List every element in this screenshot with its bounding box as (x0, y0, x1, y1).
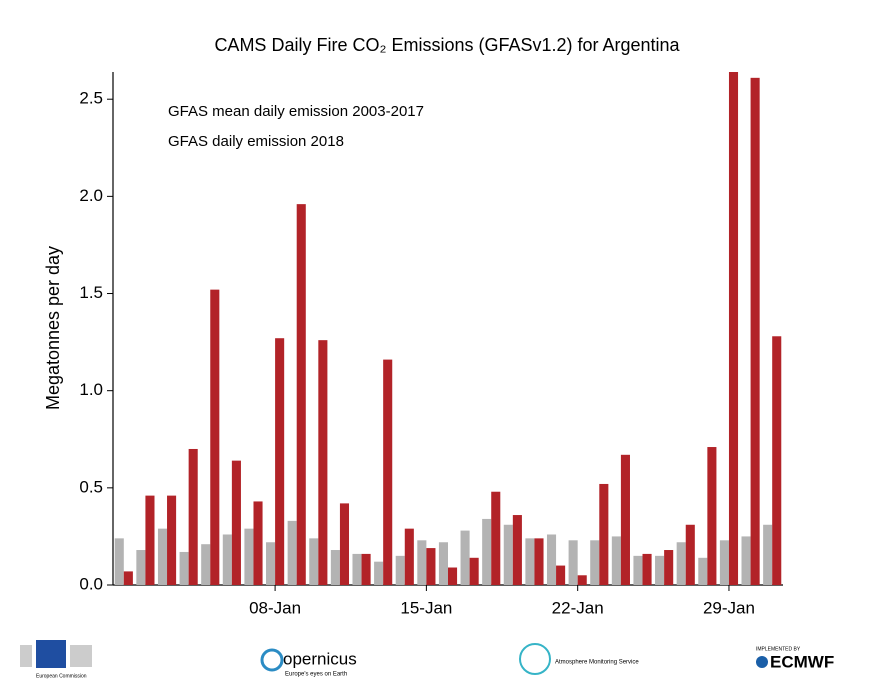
cams-icon (519, 643, 551, 675)
bar (719, 540, 729, 585)
y-tick-label: 1.0 (79, 380, 103, 399)
legend-label: GFAS daily emission 2018 (168, 133, 344, 150)
bar (253, 501, 263, 585)
bar (491, 491, 501, 585)
logo-ecmwf: IMPLEMENTED BY ECMWF (756, 646, 834, 671)
bar (611, 536, 621, 585)
eu-text: European Commission (36, 673, 87, 679)
bar (546, 534, 557, 585)
logo-copernicus: opernicus Europe's eyes on Earth (260, 648, 357, 678)
eu-building (70, 645, 92, 667)
x-tick-label: 22-Jan (552, 598, 604, 617)
copernicus-c (260, 648, 284, 672)
bar (698, 557, 708, 585)
bar (633, 555, 643, 585)
bar (114, 538, 124, 585)
bar (664, 550, 674, 585)
bar (179, 551, 189, 585)
y-tick-label: 0.0 (79, 574, 103, 593)
bar (275, 338, 285, 585)
bar (469, 557, 479, 585)
bar (599, 483, 609, 585)
bar (556, 565, 566, 585)
x-tick-label: 15-Jan (400, 598, 452, 617)
logo-eu: European Commission (20, 640, 92, 679)
bar (707, 447, 717, 585)
bar (482, 518, 492, 585)
bar (231, 460, 241, 585)
bar (590, 540, 600, 585)
bar (512, 515, 522, 585)
bar (676, 542, 686, 585)
ecmwf-icon (756, 656, 768, 668)
bar (448, 567, 458, 585)
bar (741, 536, 751, 585)
bar (266, 542, 276, 585)
cams-text: Atmosphere Monitoring Service (555, 660, 639, 666)
bar (534, 538, 544, 585)
logo-cams: Atmosphere Monitoring Service (519, 643, 639, 675)
bar (750, 77, 760, 586)
legend-label: GFAS mean daily emission 2003-2017 (168, 103, 424, 120)
bar (145, 495, 155, 585)
y-tick-label: 2.0 (79, 186, 103, 205)
bar (438, 542, 448, 585)
bar (201, 544, 211, 585)
bar (361, 553, 371, 585)
eu-flag (36, 640, 66, 668)
bar (296, 204, 306, 586)
bar (157, 528, 168, 585)
bar (222, 534, 232, 585)
bar (352, 553, 362, 585)
bar (655, 555, 665, 585)
bar (123, 571, 133, 585)
bar (330, 550, 340, 585)
bar (685, 524, 695, 585)
bar (309, 538, 319, 585)
y-tick-label: 0.5 (79, 477, 103, 496)
copernicus-tagline: Europe's eyes on Earth (285, 672, 347, 678)
y-axis-label: Megatonnes per day (43, 246, 63, 410)
bar (642, 553, 652, 585)
bar (426, 548, 436, 585)
bar (287, 520, 297, 585)
eu-building (20, 645, 32, 667)
bar (460, 530, 470, 585)
bar (620, 454, 630, 585)
x-tick-label: 08-Jan (249, 598, 301, 617)
bar (577, 575, 587, 585)
bar (188, 448, 198, 585)
y-tick-label: 2.5 (79, 89, 103, 108)
copernicus-text: opernicus (283, 649, 357, 668)
bar (525, 538, 535, 585)
bar (763, 524, 773, 585)
bar (244, 528, 254, 585)
chart-title: CAMS Daily Fire CO₂ Emissions (GFASv1.2)… (214, 35, 680, 55)
bar (503, 524, 513, 585)
bar (568, 540, 578, 585)
y-tick-label: 1.5 (79, 283, 103, 302)
bar (339, 503, 350, 585)
bar (210, 289, 220, 585)
bar (728, 72, 739, 585)
bar (404, 528, 414, 585)
bar (383, 359, 393, 585)
bar (167, 495, 177, 585)
bar (374, 561, 384, 585)
bar (395, 555, 405, 585)
bar (417, 540, 427, 585)
bar (318, 340, 328, 585)
ecmwf-implemented: IMPLEMENTED BY (756, 646, 801, 652)
bar (772, 336, 782, 585)
bar (136, 550, 146, 585)
ecmwf-text: ECMWF (770, 652, 834, 671)
x-tick-label: 29-Jan (703, 598, 755, 617)
